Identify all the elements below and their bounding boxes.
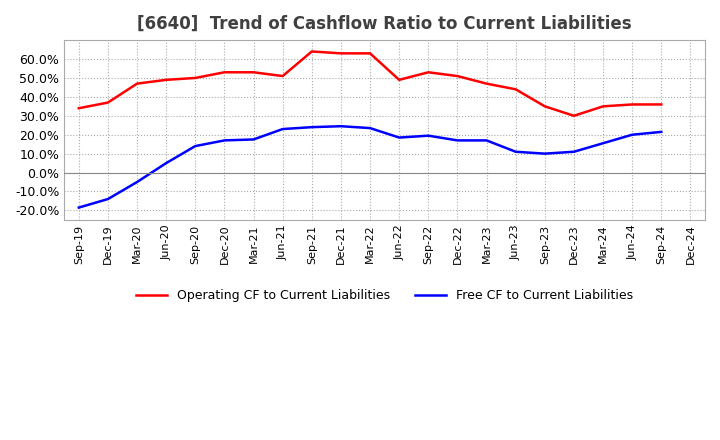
Operating CF to Current Liabilities [511, 87, 520, 92]
Free CF to Current Liabilities [657, 129, 665, 135]
Free CF to Current Liabilities [132, 180, 141, 185]
Line: Operating CF to Current Liabilities: Operating CF to Current Liabilities [78, 51, 661, 116]
Operating CF to Current Liabilities [657, 102, 665, 107]
Free CF to Current Liabilities [191, 143, 199, 149]
Free CF to Current Liabilities [74, 205, 83, 210]
Operating CF to Current Liabilities [279, 73, 287, 79]
Operating CF to Current Liabilities [132, 81, 141, 86]
Operating CF to Current Liabilities [541, 104, 549, 109]
Free CF to Current Liabilities [279, 126, 287, 132]
Free CF to Current Liabilities [570, 149, 578, 154]
Operating CF to Current Liabilities [337, 51, 346, 56]
Free CF to Current Liabilities [424, 133, 433, 138]
Operating CF to Current Liabilities [453, 73, 462, 79]
Free CF to Current Liabilities [337, 124, 346, 129]
Operating CF to Current Liabilities [482, 81, 491, 86]
Free CF to Current Liabilities [482, 138, 491, 143]
Operating CF to Current Liabilities [191, 75, 199, 81]
Free CF to Current Liabilities [307, 125, 316, 130]
Operating CF to Current Liabilities [220, 70, 229, 75]
Operating CF to Current Liabilities [570, 113, 578, 118]
Free CF to Current Liabilities [104, 196, 112, 202]
Operating CF to Current Liabilities [162, 77, 171, 82]
Free CF to Current Liabilities [366, 125, 374, 131]
Legend: Operating CF to Current Liabilities, Free CF to Current Liabilities: Operating CF to Current Liabilities, Fre… [131, 284, 639, 307]
Free CF to Current Liabilities [249, 137, 258, 142]
Line: Free CF to Current Liabilities: Free CF to Current Liabilities [78, 126, 661, 208]
Operating CF to Current Liabilities [395, 77, 403, 82]
Operating CF to Current Liabilities [249, 70, 258, 75]
Free CF to Current Liabilities [162, 161, 171, 166]
Free CF to Current Liabilities [395, 135, 403, 140]
Free CF to Current Liabilities [511, 149, 520, 154]
Title: [6640]  Trend of Cashflow Ratio to Current Liabilities: [6640] Trend of Cashflow Ratio to Curren… [138, 15, 632, 33]
Free CF to Current Liabilities [541, 151, 549, 156]
Operating CF to Current Liabilities [599, 104, 608, 109]
Operating CF to Current Liabilities [366, 51, 374, 56]
Free CF to Current Liabilities [599, 141, 608, 146]
Operating CF to Current Liabilities [628, 102, 636, 107]
Free CF to Current Liabilities [220, 138, 229, 143]
Operating CF to Current Liabilities [74, 106, 83, 111]
Operating CF to Current Liabilities [307, 49, 316, 54]
Free CF to Current Liabilities [453, 138, 462, 143]
Operating CF to Current Liabilities [424, 70, 433, 75]
Operating CF to Current Liabilities [104, 100, 112, 105]
Free CF to Current Liabilities [628, 132, 636, 137]
